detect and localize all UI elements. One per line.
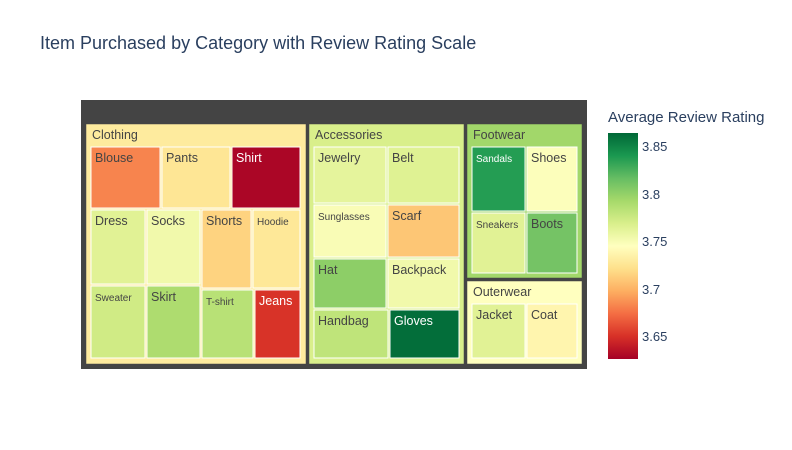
item-tile-boots[interactable] — [526, 212, 578, 274]
item-label-pants: Pants — [166, 151, 198, 165]
category-label-clothing: Clothing — [92, 128, 138, 142]
item-tile-sneakers[interactable] — [471, 212, 526, 274]
item-tile-skirt[interactable] — [146, 285, 201, 359]
item-label-handbag: Handbag — [318, 314, 369, 328]
item-label-t-shirt: T-shirt — [206, 297, 234, 308]
item-label-hoodie: Hoodie — [257, 217, 289, 228]
item-tile-sunglasses[interactable] — [313, 204, 387, 258]
item-tile-jewelry[interactable] — [313, 146, 387, 204]
item-tile-sandals[interactable] — [471, 146, 526, 212]
item-label-jewelry: Jewelry — [318, 151, 361, 165]
colorbar-tick-label: 3.65 — [642, 329, 668, 345]
item-label-hat: Hat — [318, 263, 338, 277]
item-label-gloves: Gloves — [394, 314, 433, 328]
item-tile-shirt[interactable] — [231, 146, 301, 209]
category-label-outerwear: Outerwear — [473, 285, 531, 299]
colorbar-tick-label: 3.85 — [642, 139, 668, 155]
item-tile-t-shirt[interactable] — [201, 289, 254, 359]
item-label-shoes: Shoes — [531, 151, 566, 165]
item-label-skirt: Skirt — [151, 290, 177, 304]
item-label-jeans: Jeans — [259, 294, 292, 308]
item-tile-pants[interactable] — [161, 146, 231, 209]
item-tile-gloves[interactable] — [389, 309, 460, 359]
item-label-shirt: Shirt — [236, 151, 262, 165]
item-tile-belt[interactable] — [387, 146, 460, 204]
colorbar-title: Average Review Rating — [608, 109, 765, 126]
item-tile-shorts[interactable] — [201, 209, 252, 289]
item-tile-handbag[interactable] — [313, 309, 389, 359]
colorbar-tick-label: 3.7 — [642, 281, 661, 297]
item-label-blouse: Blouse — [95, 151, 133, 165]
item-label-socks: Socks — [151, 214, 185, 228]
item-tile-backpack[interactable] — [387, 258, 460, 309]
item-label-scarf: Scarf — [392, 209, 422, 223]
category-label-accessories: Accessories — [315, 128, 382, 142]
item-tile-blouse[interactable] — [90, 146, 161, 209]
item-tile-sweater[interactable] — [90, 285, 146, 359]
item-tile-jeans[interactable] — [254, 289, 301, 359]
item-tile-scarf[interactable] — [387, 204, 460, 258]
item-tile-shoes[interactable] — [526, 146, 578, 212]
item-label-boots: Boots — [531, 217, 563, 231]
item-tile-hoodie[interactable] — [252, 209, 301, 289]
colorbar — [608, 133, 638, 359]
item-label-shorts: Shorts — [206, 214, 242, 228]
item-label-sweater: Sweater — [95, 293, 132, 304]
item-label-coat: Coat — [531, 308, 558, 322]
item-tile-hat[interactable] — [313, 258, 387, 309]
colorbar-tick-label: 3.75 — [642, 234, 668, 250]
item-label-jacket: Jacket — [476, 308, 513, 322]
item-tile-socks[interactable] — [146, 209, 201, 285]
category-label-footwear: Footwear — [473, 128, 525, 142]
item-label-sandals: Sandals — [476, 154, 512, 165]
item-label-sneakers: Sneakers — [476, 220, 518, 231]
chart-title: Item Purchased by Category with Review R… — [40, 33, 477, 53]
item-label-sunglasses: Sunglasses — [318, 212, 370, 223]
item-tile-dress[interactable] — [90, 209, 146, 285]
item-label-belt: Belt — [392, 151, 414, 165]
item-tile-coat[interactable] — [526, 303, 578, 359]
item-tile-jacket[interactable] — [471, 303, 526, 359]
item-label-backpack: Backpack — [392, 263, 447, 277]
item-label-dress: Dress — [95, 214, 128, 228]
colorbar-tick-label: 3.8 — [642, 186, 661, 202]
